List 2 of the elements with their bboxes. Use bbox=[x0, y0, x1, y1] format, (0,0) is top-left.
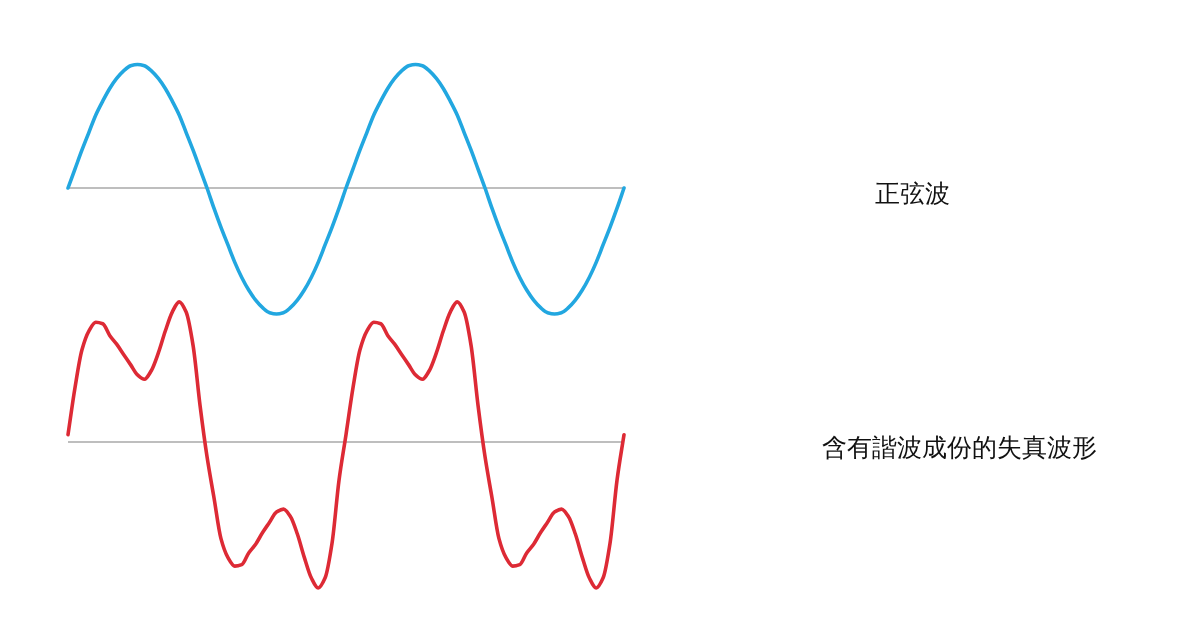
series-name: 含有諧波成份的失真波形 bbox=[821, 433, 1097, 461]
series-name: 正弦波 bbox=[874, 179, 950, 207]
